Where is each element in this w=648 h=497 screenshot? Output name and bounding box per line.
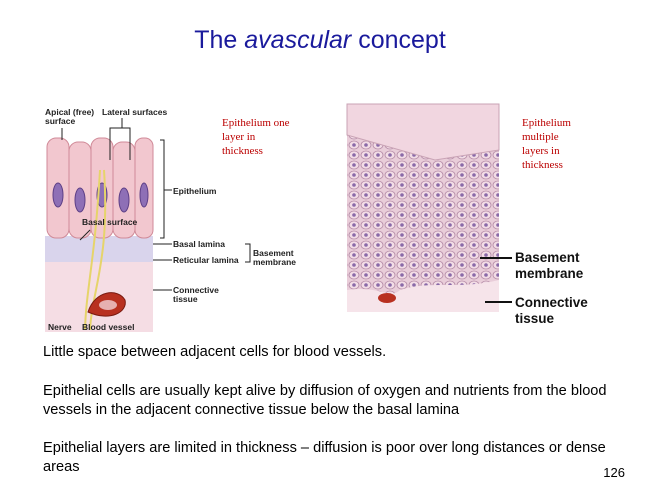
figure-label: Reticular lamina [173,255,239,265]
figure-label: Basement membrane [515,250,584,281]
title-emphasis: avascular [244,26,352,54]
title-text: concept [358,26,446,54]
title-text: The [194,26,238,54]
paragraph: Little space between adjacent cells for … [43,344,387,360]
paragraph: Epithelial layers are limited in thickne… [43,440,606,475]
figure-label: Basal surface [82,217,138,227]
figures [45,103,512,332]
figure-label: Blood vessel [82,322,135,332]
figure-label: Apical (free) surface [45,107,95,126]
figure-label: Connective tissue [515,295,588,326]
figure-label: Connective tissue [173,285,219,304]
stratified-epithelium-drawing [346,103,512,312]
figure-label: Lateral surfaces [102,107,168,117]
figure-note: Epithelium one layer in thickness [222,117,290,157]
figure-label: Basement membrane [253,248,296,267]
slide-title: The avascular concept [0,26,640,55]
figure-note: Epithelium multiple layers in thickness [522,117,571,171]
paragraph: Epithelial cells are usually kept alive … [43,383,607,418]
page-number: 126 [603,465,625,480]
figure-label: Nerve [48,322,72,332]
simple-epithelium-drawing [45,118,251,332]
figure-label: Basal lamina [173,239,225,249]
figure-label: Epithelium [173,186,217,196]
